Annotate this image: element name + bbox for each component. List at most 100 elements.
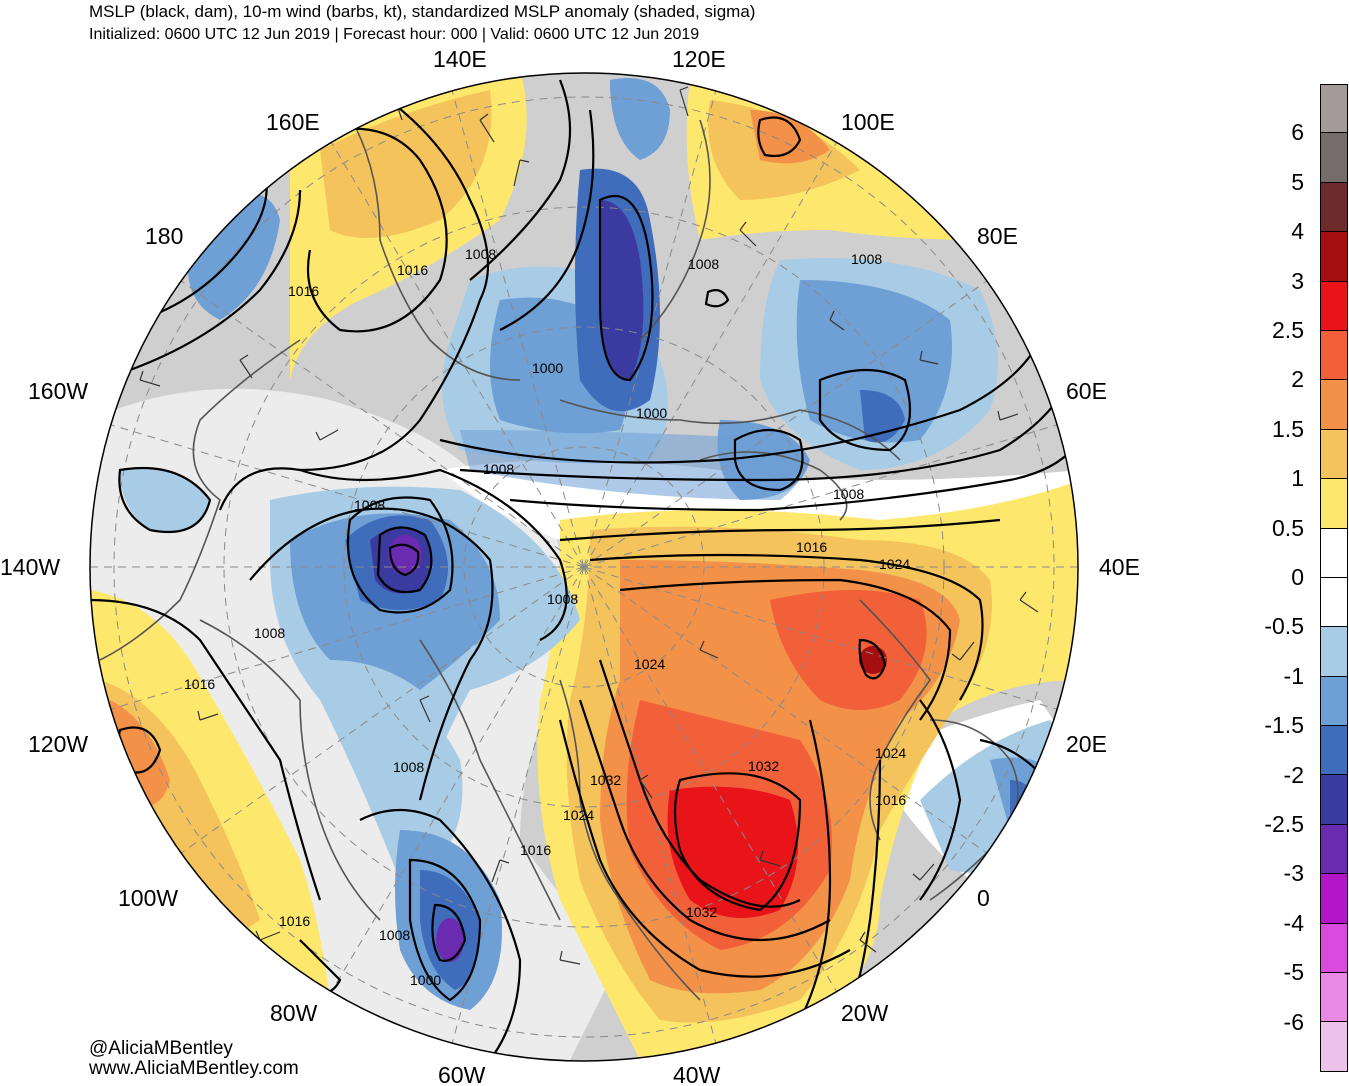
lon-label: 60W xyxy=(438,1062,486,1086)
lon-label: 0 xyxy=(977,885,990,911)
isobar-label: 1016 xyxy=(279,913,310,929)
colorbar-swatch xyxy=(1320,577,1348,628)
isobar-label: 1008 xyxy=(354,497,385,513)
wind-barbs xyxy=(139,85,1039,965)
lon-label: 100E xyxy=(841,109,895,135)
lon-label: 120E xyxy=(672,46,726,72)
lon-label: 60E xyxy=(1066,378,1107,404)
lon-label: 140E xyxy=(433,46,487,72)
isobar-label: 1000 xyxy=(532,360,563,376)
isobar-label: 1000 xyxy=(410,972,441,988)
negative-anomaly-laptev-core xyxy=(600,200,644,380)
positive-anomaly-east-siberia-core xyxy=(750,110,830,164)
isobar-label: 1024 xyxy=(879,556,910,572)
colorbar-swatch xyxy=(1320,133,1348,183)
isobar-label: 1008 xyxy=(851,251,882,267)
isobar-label: 1008 xyxy=(833,486,864,502)
isobar-label: 1008 xyxy=(465,246,496,262)
isobar-label: 1008 xyxy=(547,591,578,607)
isobar-label: 1016 xyxy=(796,539,827,555)
isobar-label: 1016 xyxy=(184,676,215,692)
colorbar-swatch xyxy=(1320,874,1348,924)
colorbar-tick-label: -1.5 xyxy=(1264,712,1304,739)
colorbar-swatch xyxy=(1320,281,1348,331)
colorbar-swatch xyxy=(1320,380,1348,430)
longitude-labels: 140E 120E 160E 100E 180 80E 160W 60E 140… xyxy=(0,46,1140,1086)
isobar-label: 1008 xyxy=(379,927,410,943)
isobar-label: 1024 xyxy=(634,656,665,672)
isobar-labels: 1016 1016 1008 1008 1008 1000 1000 1008 … xyxy=(184,246,910,988)
colorbar-swatch xyxy=(1320,84,1348,134)
colorbar-tick-label: 0.5 xyxy=(1272,514,1304,541)
colorbar-swatch xyxy=(1320,429,1348,480)
isobar-label: 1008 xyxy=(393,759,424,775)
isobar-label: 1024 xyxy=(563,807,594,823)
colorbar-tick-label: 0 xyxy=(1291,564,1304,590)
lon-label: 180 xyxy=(145,223,183,249)
map-boundary xyxy=(89,72,1079,1062)
lon-label: 40W xyxy=(673,1062,721,1086)
isobar-label: 1000 xyxy=(636,405,667,421)
isobar-label: 1032 xyxy=(590,772,621,788)
negative-anomaly-canada-peak xyxy=(388,535,422,575)
positive-anomaly-iceland xyxy=(770,590,927,710)
negative-anomaly-baffin xyxy=(380,690,463,860)
isobar-label: 1008 xyxy=(688,256,719,272)
lon-label: 120W xyxy=(28,731,88,757)
colorbar-tick-label: -3 xyxy=(1283,860,1304,887)
isobar-label: 1032 xyxy=(748,758,779,774)
colorbar-tick-label: 4 xyxy=(1291,218,1304,245)
colorbar-swatch xyxy=(1320,824,1348,875)
lon-label: 160E xyxy=(266,109,320,135)
isobar-label: 1016 xyxy=(520,842,551,858)
colorbar-tick-label: 1 xyxy=(1291,465,1304,492)
credit-website: www.AliciaMBentley.com xyxy=(89,1058,299,1079)
lon-label: 160W xyxy=(28,378,88,404)
lon-label: 140W xyxy=(0,554,60,580)
lon-label: 20E xyxy=(1066,731,1107,757)
colorbar-tick-label: 1.5 xyxy=(1272,415,1304,442)
negative-anomaly-barents-band xyxy=(460,430,803,500)
coastlines xyxy=(99,99,1019,1001)
isobar-label: 1032 xyxy=(686,904,717,920)
colorbar-swatch xyxy=(1320,726,1348,776)
colorbar-tick-label: -2.5 xyxy=(1264,811,1304,837)
lon-label: 20W xyxy=(841,1000,889,1026)
lon-label: 80W xyxy=(270,1000,318,1026)
colorbar xyxy=(1320,84,1348,1072)
colorbar-swatch xyxy=(1320,182,1348,233)
colorbar-tick-label: -5 xyxy=(1283,959,1304,986)
colorbar-tick-label: 2 xyxy=(1291,366,1304,393)
colorbar-tick-label: 5 xyxy=(1291,168,1304,195)
positive-anomaly-greenland-core xyxy=(667,786,798,918)
colorbar-tick-label: -6 xyxy=(1283,1008,1304,1035)
colorbar-swatch xyxy=(1320,775,1348,825)
colorbar-tick-label: 6 xyxy=(1291,119,1304,146)
colorbar-swatch xyxy=(1320,528,1348,578)
colorbar-tick-label: -0.5 xyxy=(1264,613,1304,640)
isobar-label: 1008 xyxy=(254,625,285,641)
isobar-label: 1016 xyxy=(875,792,906,808)
map-title: MSLP (black, dam), 10-m wind (barbs, kt)… xyxy=(89,2,756,21)
colorbar-tick-label: 2.5 xyxy=(1272,317,1304,343)
map-subtitle: Initialized: 0600 UTC 12 Jun 2019 | Fore… xyxy=(89,26,700,43)
isobar-label: 1024 xyxy=(875,745,906,761)
colorbar-swatch xyxy=(1320,232,1348,282)
lon-label: 80E xyxy=(977,223,1018,249)
colorbar-swatch xyxy=(1320,973,1348,1023)
negative-anomaly-gulf-alaska xyxy=(120,468,210,532)
isobar-label: 1016 xyxy=(397,262,428,278)
isobar-label: 1008 xyxy=(483,461,514,477)
colorbar-swatch xyxy=(1320,330,1348,381)
lon-label: 100W xyxy=(118,885,178,911)
credit-handle: @AliciaMBentley xyxy=(89,1038,233,1059)
colorbar-tick-label: -4 xyxy=(1283,909,1304,936)
colorbar-tick-label: -2 xyxy=(1283,761,1304,788)
colorbar-swatch xyxy=(1320,479,1348,529)
colorbar-swatch xyxy=(1320,627,1348,677)
positive-anomaly-siberia-core xyxy=(320,90,492,238)
colorbar-swatch xyxy=(1320,676,1348,727)
colorbar-tick-label: -1 xyxy=(1283,662,1304,689)
negative-anomaly-labrador-peak xyxy=(436,918,464,962)
